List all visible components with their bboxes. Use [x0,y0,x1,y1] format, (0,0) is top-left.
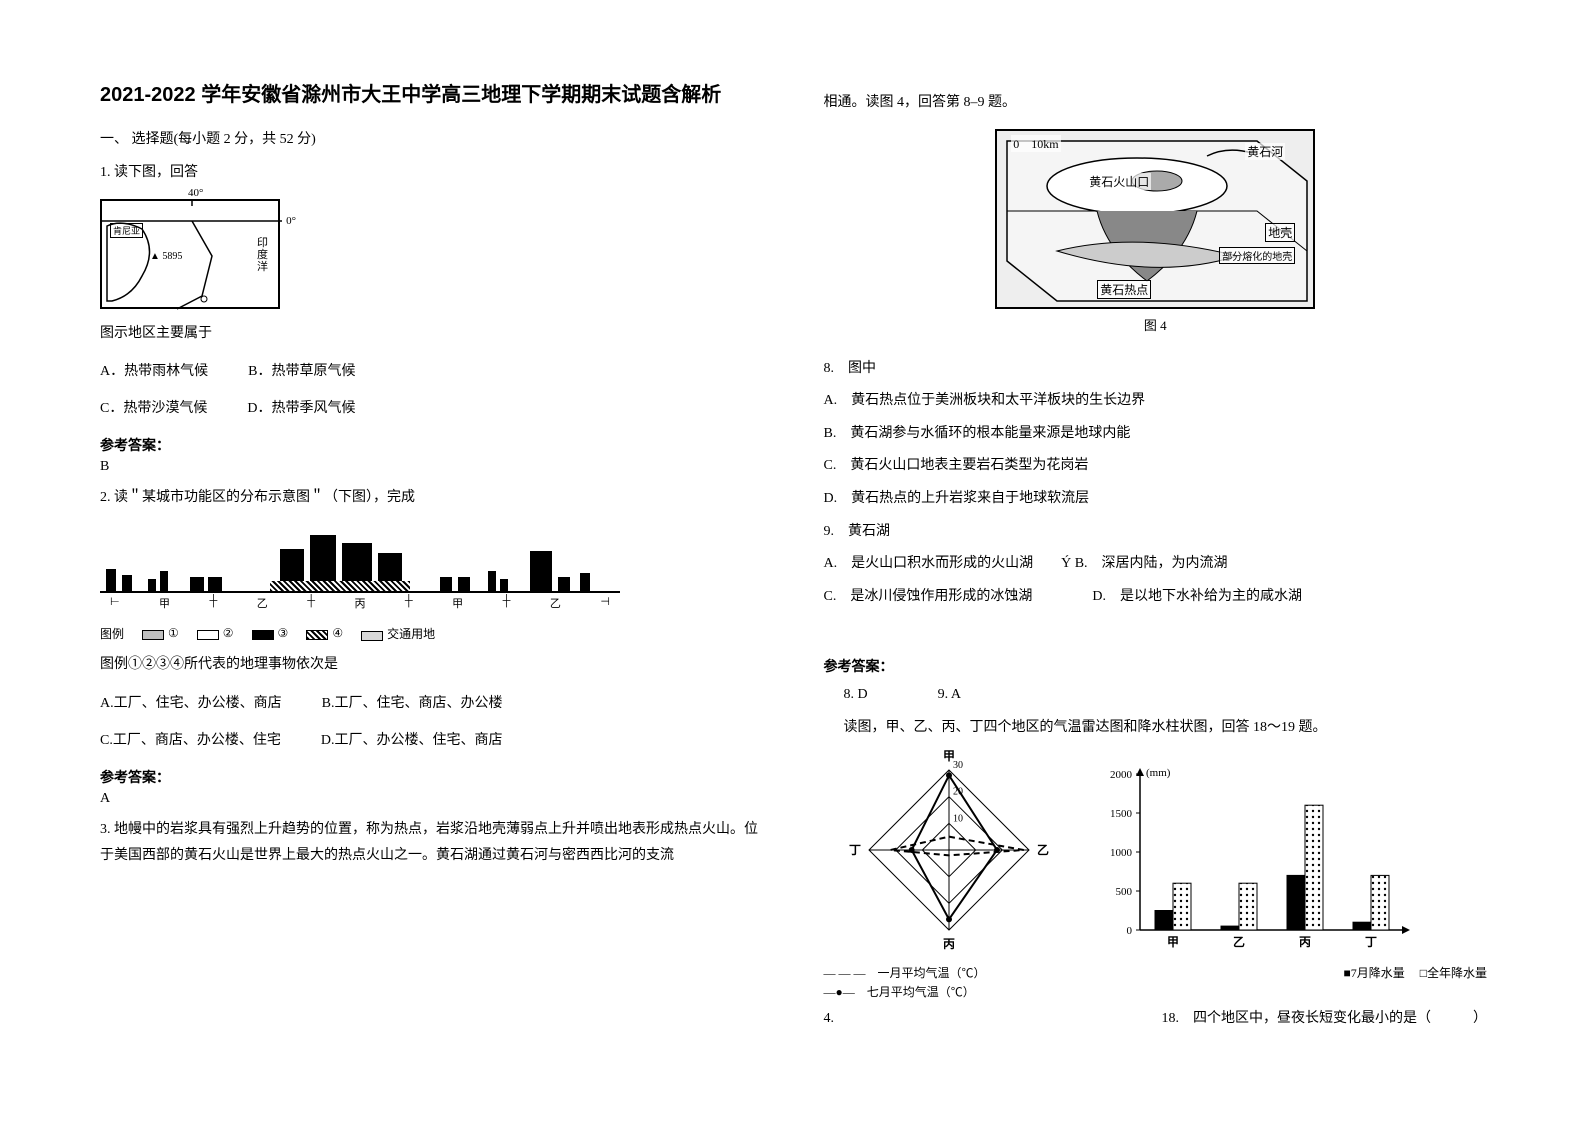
svg-text:乙: 乙 [1232,935,1244,949]
q2-ans-label: 参考答案： [100,767,764,787]
q1-ans: B [100,459,764,475]
q9-d: D. 是以地下水补给为主的咸水湖 [1092,584,1302,611]
leg2: ② [223,626,234,640]
leg-bar-year: □全年降水量 [1420,966,1487,980]
fig-caption: 图 4 [1144,315,1167,334]
radar-chart: 102030甲乙丙丁 [824,750,1074,960]
leg-jul: 七月平均气温（℃） [867,985,975,999]
leg-jan: 一月平均气温（℃） [878,966,986,980]
svg-text:500: 500 [1115,886,1132,898]
section-header: 一、 选择题(每小题 2 分，共 52 分) [100,128,764,148]
fig-partial: 部分熔化的地壳 [1219,247,1295,264]
fig-river: 黄石河 [1245,143,1285,160]
q9-ans: 9. A [938,682,961,709]
q9-stem: 9. 黄石湖 [824,519,1488,546]
q2-legend: 图例 ① ② ③ ④ 交通用地 [100,625,764,642]
svg-text:甲: 甲 [1166,935,1178,949]
q1-opt-d: D．热带季风气候 [247,394,355,425]
leg3: ③ [278,626,289,640]
svg-text:丁: 丁 [849,843,861,857]
sky-lbl-4: 甲 [452,595,463,611]
bar-legend: ■7月降水量 □全年降水量 [1343,964,1487,1000]
sky-lbl-1: 甲 [159,595,170,611]
q8-c: C. 黄石火山口地表主要岩石类型为花岗岩 [824,453,1488,480]
q89-ans-label: 参考答案： [824,656,1488,676]
svg-text:(mm): (mm) [1146,767,1171,779]
svg-text:甲: 甲 [943,750,955,763]
svg-text:丁: 丁 [1364,935,1376,949]
svg-text:2000: 2000 [1110,769,1133,781]
svg-text:0: 0 [1126,925,1132,937]
bar-chart: 0 500 1000 1500 2000 (mm) 甲 乙 丙 丁 [1094,760,1414,960]
q3-figure: 0 10km 黄石河 黄石火山口 地壳 部分熔化的地壳 黄石热点 图 4 [824,129,1488,344]
q3-stem: 3. 地幔中的岩浆具有强烈上升趋势的位置，称为热点，岩浆沿地壳薄弱点上升并喷出地… [100,817,764,870]
q8-stem: 8. 图中 [824,356,1488,383]
q8-d: D. 黄石热点的上升岩浆来自于地球软流层 [824,486,1488,513]
q9-c: C. 是冰川侵蚀作用形成的冰蚀湖 [824,584,1033,611]
map-lon: 40° [188,187,203,199]
q1-stem: 1. 读下图，回答 [100,160,764,187]
q1-opt-b: B．热带草原气候 [248,357,355,388]
q4-num: 4. [824,1006,835,1033]
q1-opt-a: A．热带雨林气候 [100,357,208,388]
q9-a: A. 是火山口积水而形成的火山湖 Ý B. 深居内陆，为内流湖 [824,551,1488,578]
q4-intro: 读图，甲、乙、丙、丁四个地区的气温雷达图和降水柱状图，回答 18～19 题。 [824,715,1488,742]
map-lat: 0° [286,215,296,227]
q8-a: A. 黄石热点位于美洲板块和太平洋板块的生长边界 [824,388,1488,415]
q2-opt-b: B.工厂、住宅、商店、办公楼 [322,689,503,720]
leg-bar-jul: ■7月降水量 [1343,966,1404,980]
q2-ans: A [100,791,764,807]
q2-skyline: ⊢ 甲 ┼ 乙 ┼ 丙 ┼ 甲 ┼ 乙 ⊣ [100,523,620,613]
leg4: ④ [332,626,343,640]
leg1: ① [168,626,179,640]
q1-map: 40° 0° 肯尼亚 ▲ 5895 印 度 洋 [100,199,764,309]
q8-ans: 8. D [844,682,868,709]
svg-text:丙: 丙 [943,937,955,951]
fig-crater: 黄石火山口 [1087,173,1151,190]
q2-opt-c: C.工厂、商店、办公楼、住宅 [100,726,281,757]
sky-lbl-5: 乙 [550,595,561,611]
q8-b: B. 黄石湖参与水循环的根本能量来源是地球内能 [824,421,1488,448]
q4-charts: 102030甲乙丙丁 0500100015002000(mm)甲乙丙丁 [824,750,1488,960]
sky-lbl-3: 丙 [354,595,365,611]
radar-legend: — — — 一月平均气温（℃） —●— 七月平均气温（℃） [824,964,986,1000]
svg-text:10: 10 [953,813,963,824]
q1-ans-label: 参考答案： [100,435,764,455]
svg-text:1000: 1000 [1110,847,1133,859]
fig-crust: 地壳 [1265,223,1295,242]
q2-opt-a: A.工厂、住宅、办公楼、商店 [100,689,282,720]
fig-scale: 0 10km [1011,135,1060,152]
svg-text:乙: 乙 [1037,843,1049,857]
svg-text:1500: 1500 [1110,808,1133,820]
q2-opt-d: D.工厂、办公楼、住宅、商店 [321,726,503,757]
q1-prompt: 图示地区主要属于 [100,321,764,348]
leg5: 交通用地 [387,627,435,641]
q4-q18: 18. 四个地区中，昼夜长短变化最小的是（ ） [1162,1006,1488,1033]
sky-lbl-2: 乙 [257,595,268,611]
page-title: 2021-2022 学年安徽省滁州市大王中学高三地理下学期期末试题含解析 [100,80,764,110]
q1-opt-c: C．热带沙漠气候 [100,394,207,425]
q2-prompt: 图例①②③④所代表的地理事物依次是 [100,652,764,679]
fig-hotspot: 黄石热点 [1097,280,1151,299]
svg-text:丙: 丙 [1298,935,1310,949]
legend-label: 图例 [100,625,124,642]
q3-cont: 相通。读图 4，回答第 8–9 题。 [824,90,1488,117]
q2-stem: 2. 读＂某城市功能区的分布示意图＂（下图），完成 [100,485,764,512]
